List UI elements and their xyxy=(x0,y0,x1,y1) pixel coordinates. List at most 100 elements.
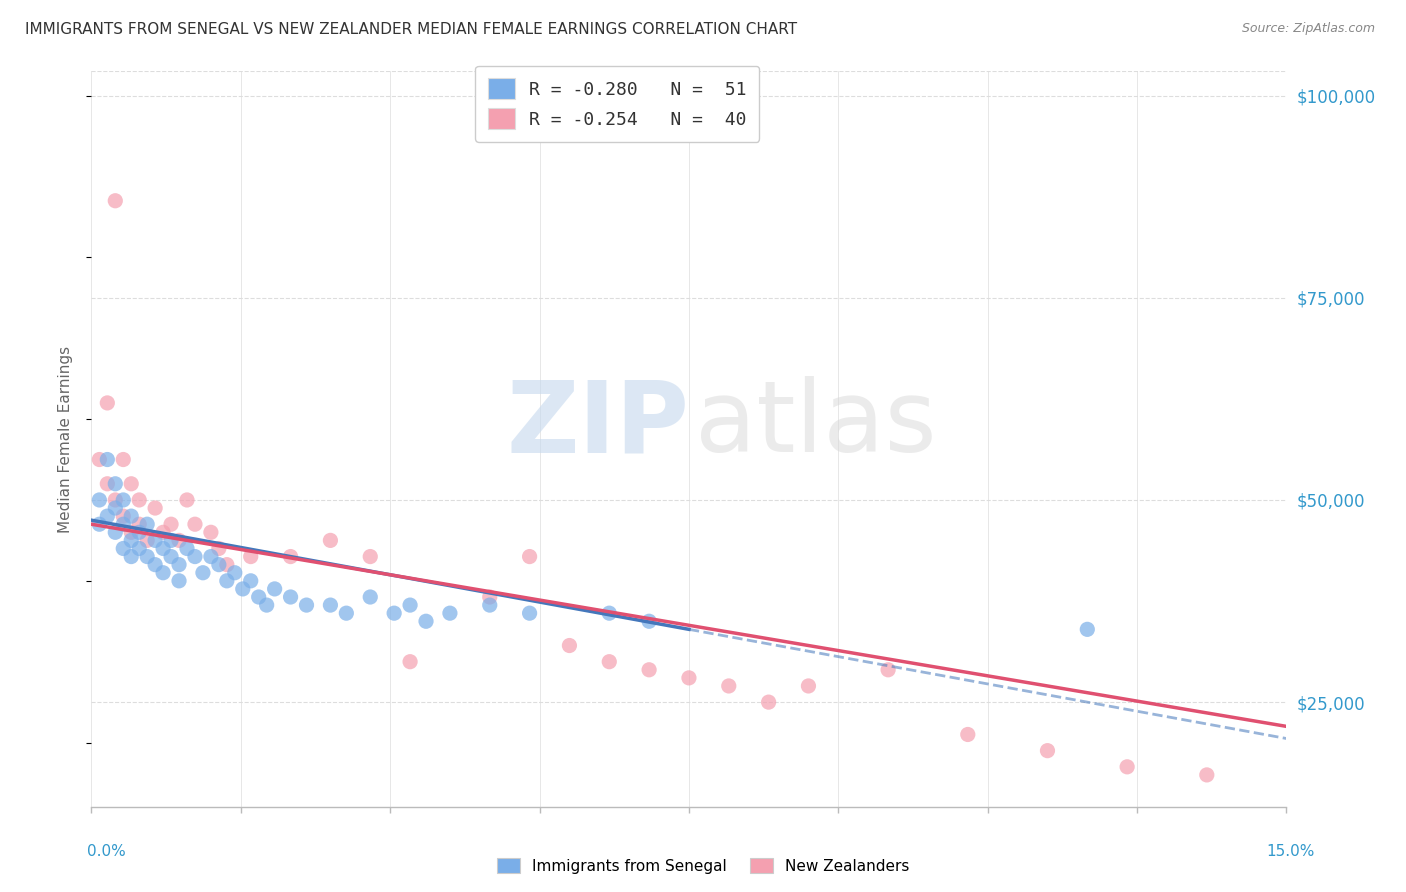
Point xyxy=(247,590,270,604)
Point xyxy=(176,541,198,556)
Point xyxy=(319,598,342,612)
Point xyxy=(558,639,581,653)
Point xyxy=(200,549,222,564)
Point xyxy=(208,541,231,556)
Point xyxy=(239,549,262,564)
Point xyxy=(120,525,142,540)
Point xyxy=(89,452,111,467)
Point xyxy=(143,558,166,572)
Point xyxy=(89,492,111,507)
Point xyxy=(280,549,302,564)
Point xyxy=(263,582,285,596)
Point xyxy=(399,655,422,669)
Point xyxy=(678,671,700,685)
Point xyxy=(96,509,118,524)
Point xyxy=(167,574,190,588)
Point xyxy=(319,533,342,548)
Point xyxy=(120,533,142,548)
Point xyxy=(136,549,159,564)
Point xyxy=(598,606,620,620)
Point xyxy=(1116,760,1139,774)
Legend: R = -0.280   N =  51, R = -0.254   N =  40: R = -0.280 N = 51, R = -0.254 N = 40 xyxy=(475,66,759,142)
Point xyxy=(104,501,127,516)
Text: IMMIGRANTS FROM SENEGAL VS NEW ZEALANDER MEDIAN FEMALE EARNINGS CORRELATION CHAR: IMMIGRANTS FROM SENEGAL VS NEW ZEALANDER… xyxy=(25,22,797,37)
Point xyxy=(160,549,183,564)
Point xyxy=(208,558,231,572)
Point xyxy=(104,194,127,208)
Point xyxy=(96,396,118,410)
Point xyxy=(638,663,661,677)
Point xyxy=(152,541,174,556)
Point xyxy=(89,517,111,532)
Point xyxy=(184,549,207,564)
Point xyxy=(439,606,461,620)
Point xyxy=(143,533,166,548)
Point xyxy=(1195,768,1218,782)
Point xyxy=(519,549,541,564)
Point xyxy=(717,679,740,693)
Point xyxy=(136,533,159,548)
Text: 0.0%: 0.0% xyxy=(87,845,127,859)
Point xyxy=(112,452,135,467)
Point xyxy=(239,574,262,588)
Point xyxy=(638,614,661,628)
Point xyxy=(956,727,979,741)
Point xyxy=(200,525,222,540)
Point xyxy=(797,679,820,693)
Point xyxy=(152,566,174,580)
Point xyxy=(232,582,254,596)
Point xyxy=(478,590,501,604)
Point xyxy=(224,566,246,580)
Point xyxy=(112,509,135,524)
Text: atlas: atlas xyxy=(695,376,936,473)
Point xyxy=(598,655,620,669)
Point xyxy=(758,695,780,709)
Point xyxy=(112,492,135,507)
Point xyxy=(519,606,541,620)
Point xyxy=(399,598,422,612)
Point xyxy=(96,452,118,467)
Point xyxy=(128,517,150,532)
Point xyxy=(1076,623,1098,637)
Text: 15.0%: 15.0% xyxy=(1267,845,1315,859)
Point xyxy=(280,590,302,604)
Legend: Immigrants from Senegal, New Zealanders: Immigrants from Senegal, New Zealanders xyxy=(491,852,915,880)
Point xyxy=(96,476,118,491)
Point xyxy=(160,517,183,532)
Point xyxy=(877,663,900,677)
Point xyxy=(120,476,142,491)
Point xyxy=(359,549,381,564)
Point xyxy=(295,598,318,612)
Point xyxy=(215,558,238,572)
Point xyxy=(415,614,437,628)
Point xyxy=(120,509,142,524)
Point xyxy=(112,517,135,532)
Text: ZIP: ZIP xyxy=(506,376,689,473)
Point xyxy=(478,598,501,612)
Point xyxy=(184,517,207,532)
Point xyxy=(176,492,198,507)
Point xyxy=(359,590,381,604)
Point xyxy=(152,525,174,540)
Point xyxy=(120,549,142,564)
Point xyxy=(104,492,127,507)
Point xyxy=(167,558,190,572)
Point xyxy=(167,533,190,548)
Point xyxy=(160,533,183,548)
Y-axis label: Median Female Earnings: Median Female Earnings xyxy=(58,346,73,533)
Point xyxy=(382,606,405,620)
Point xyxy=(104,525,127,540)
Point xyxy=(128,541,150,556)
Point xyxy=(143,501,166,516)
Point xyxy=(104,476,127,491)
Point xyxy=(136,517,159,532)
Point xyxy=(191,566,214,580)
Point xyxy=(335,606,357,620)
Point xyxy=(128,492,150,507)
Point xyxy=(256,598,278,612)
Point xyxy=(215,574,238,588)
Point xyxy=(112,541,135,556)
Point xyxy=(1036,744,1059,758)
Text: Source: ZipAtlas.com: Source: ZipAtlas.com xyxy=(1241,22,1375,36)
Point xyxy=(128,525,150,540)
